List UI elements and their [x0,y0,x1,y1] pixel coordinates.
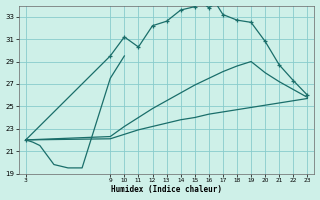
X-axis label: Humidex (Indice chaleur): Humidex (Indice chaleur) [111,185,222,194]
